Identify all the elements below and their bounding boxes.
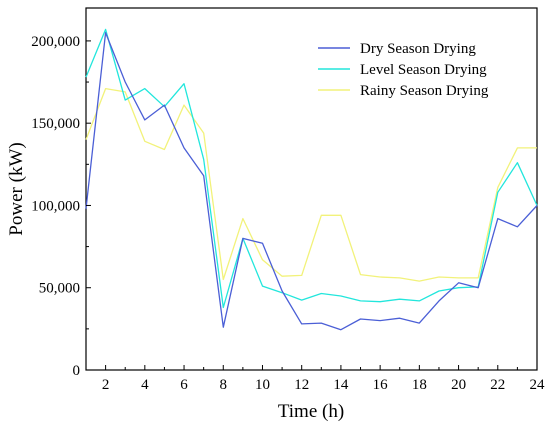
x-axis-title: Time (h): [278, 401, 344, 422]
x-tick-label: 2: [102, 377, 110, 393]
y-tick-label: 0: [73, 363, 81, 379]
series-line-rainy-season-drying: [85, 87, 537, 282]
legend-label: Dry Season Drying: [360, 41, 476, 57]
ticks-layer: 2 4 6 8 10 12 14 16 18 20 22 24050,000100,000150,00…: [31, 34, 545, 393]
x-tick-label: 22: [490, 377, 505, 393]
x-tick-label: 6: [180, 377, 188, 393]
y-tick-label: 100,000: [31, 198, 80, 214]
series-line-dry-season-drying: [85, 32, 538, 331]
y-tick-label: 50,000: [39, 281, 80, 297]
y-tick-label: 200,000: [31, 34, 80, 50]
legend-label: Rainy Season Drying: [360, 83, 489, 99]
plot-frame: [85, 7, 538, 371]
x-tick-label: 8: [220, 377, 228, 393]
legend: Dry Season Drying Level Season Drying Rain…: [318, 41, 489, 99]
x-tick-label: 4: [141, 377, 149, 393]
series-line-level-season-drying: [85, 28, 538, 309]
y-tick-label: 150,000: [31, 116, 80, 132]
x-tick-label: 12: [294, 377, 309, 393]
x-tick-label: 20: [451, 377, 466, 393]
legend-label: Level Season Drying: [360, 62, 487, 78]
series-layer: [85, 28, 538, 331]
x-tick-label: 18: [412, 377, 427, 393]
x-tick-label: 24: [530, 377, 546, 393]
x-tick-label: 16: [373, 377, 389, 393]
x-tick-label: 10: [255, 377, 270, 393]
y-axis-title: Power (kW): [6, 142, 27, 235]
x-tick-label: 14: [333, 377, 349, 393]
